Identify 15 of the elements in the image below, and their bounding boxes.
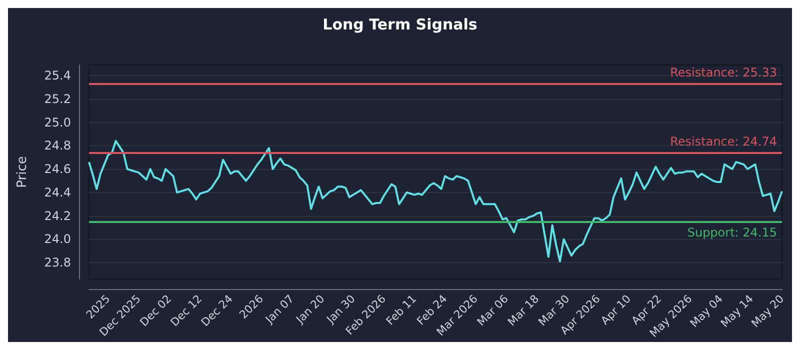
y-tick-label: 24.0 [44, 232, 71, 246]
y-tick-label: 25.0 [44, 115, 71, 130]
ref-line-label: Resistance: 25.33 [670, 66, 777, 80]
y-tick-label: 25.4 [44, 68, 71, 83]
chart-title: Long Term Signals [322, 16, 478, 34]
y-tick-label: 23.8 [44, 256, 71, 270]
y-axis-title: Price [15, 156, 30, 188]
y-tick-label: 24.2 [44, 208, 71, 223]
y-tick-label: 24.8 [44, 138, 71, 153]
ref-line-label: Resistance: 24.74 [670, 134, 777, 149]
x-tick-label: Apr 10 [598, 292, 634, 328]
y-tick-label: 25.2 [44, 92, 71, 106]
y-tick-label: 24.4 [44, 185, 71, 200]
ref-line-label: Support: 24.15 [687, 226, 777, 240]
y-tick-label: 24.6 [44, 162, 71, 176]
